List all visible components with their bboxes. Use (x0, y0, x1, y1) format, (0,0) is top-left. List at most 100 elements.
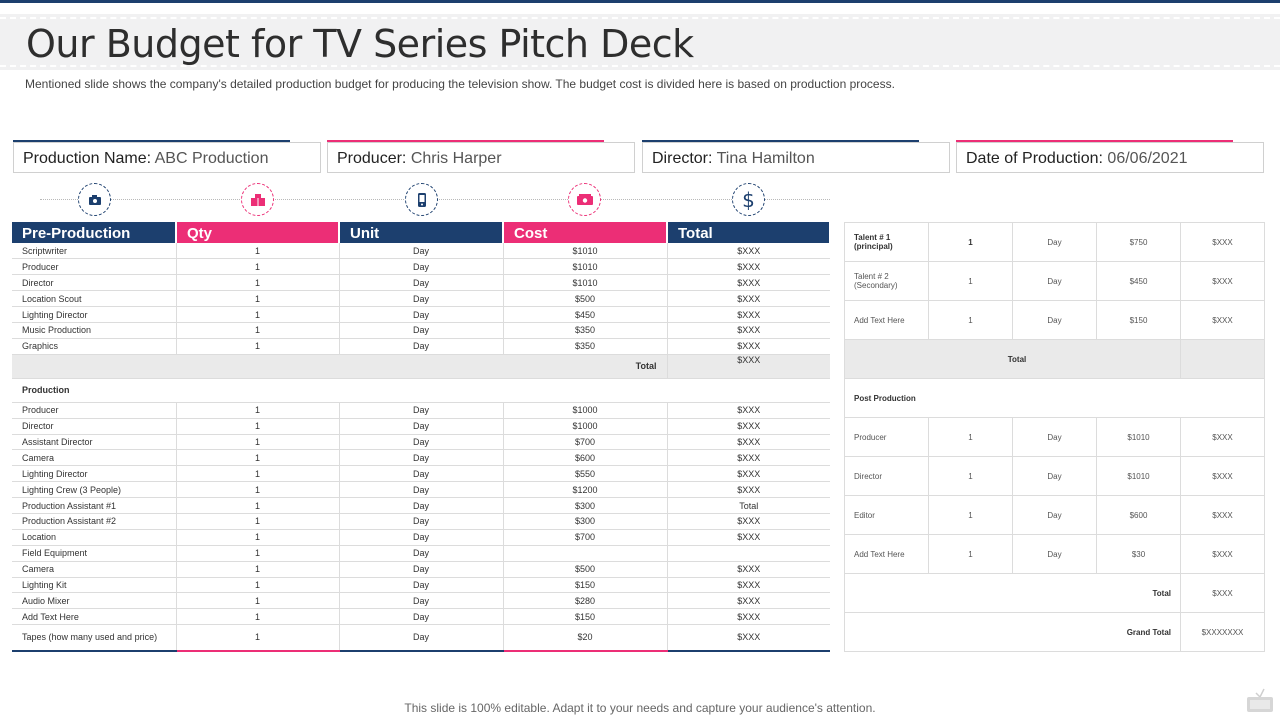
table-row: Talent # 1 (principal) 1 Day $750 $XXX (844, 222, 1265, 262)
unit-cell: Day (1012, 261, 1097, 301)
production-name-value: ABC Production (154, 150, 269, 167)
table-row: Production Assistant #2 1 Day $300 $XXX (12, 513, 830, 530)
total-value: $XXX (1180, 573, 1265, 613)
table-row: Editor 1 Day $600 $XXX (844, 495, 1265, 535)
cost-cell: $1010 (503, 243, 668, 260)
unit-cell: Day (339, 449, 504, 467)
item-cell: Add Text Here (12, 608, 177, 626)
total-cell: $XXX (667, 258, 830, 276)
total-cell: Total (667, 497, 830, 514)
total-label: Total (12, 354, 668, 379)
table-row: Graphics 1 Day $350 $XXX (12, 338, 830, 355)
qty-cell: 1 (176, 465, 340, 483)
total-cell: $XXX (667, 290, 830, 308)
qty-cell: 1 (176, 402, 340, 419)
item-cell: Lighting Crew (3 People) (12, 481, 177, 499)
table-row: Assistant Director 1 Day $700 $XXX (12, 434, 830, 451)
unit-cell: Day (339, 322, 504, 339)
qty-cell: 1 (176, 243, 340, 260)
qty-cell: 1 (928, 261, 1013, 301)
total-cell: $XXX (667, 481, 830, 499)
item-cell: Director (12, 274, 177, 292)
item-cell: Lighting Director (12, 306, 177, 323)
item-cell: Field Equipment (12, 545, 177, 562)
unit-cell: Day (339, 577, 504, 594)
cost-cell: $500 (503, 290, 668, 308)
total-cell: $XXX (667, 402, 830, 419)
unit-cell: Day (1012, 417, 1097, 457)
post-production-section-row: Post Production (844, 378, 1265, 418)
table-row: Lighting Director 1 Day $550 $XXX (12, 465, 830, 483)
film-reel-icon (241, 183, 274, 216)
info-accent-bar (327, 140, 604, 142)
director-label: Director: (652, 150, 713, 167)
total-cell: $XXX (667, 449, 830, 467)
cost-cell: $150 (1096, 300, 1181, 340)
qty-cell: 1 (176, 577, 340, 594)
item-cell: Camera (12, 561, 177, 578)
total-cell: $XXX (1180, 300, 1265, 340)
unit-cell: Day (1012, 300, 1097, 340)
unit-cell: Day (339, 465, 504, 483)
grand-total-row: Grand Total $XXXXXXX (844, 612, 1265, 652)
unit-cell: Day (339, 529, 504, 546)
qty-cell: 1 (928, 417, 1013, 457)
production-section-row: Production (12, 378, 830, 403)
total-cell: $XXX (667, 608, 830, 626)
cost-cell: $300 (503, 497, 668, 514)
cost-cell: $450 (1096, 261, 1181, 301)
item-cell: Talent # 2 (Secondary) (844, 261, 929, 301)
production-name-label: Production Name: (23, 150, 152, 167)
total-cell: $XXX (667, 243, 830, 260)
qty-cell: 1 (176, 513, 340, 530)
total-cell (667, 545, 830, 562)
total-label: Total (844, 339, 1181, 379)
qty-cell: 1 (928, 300, 1013, 340)
item-cell: Production Assistant #1 (12, 497, 177, 514)
unit-cell: Day (339, 418, 504, 435)
table-row: Producer 1 Day $1010 $XXX (844, 417, 1265, 457)
cost-cell: $350 (503, 322, 668, 339)
section-label: Production (12, 378, 830, 403)
total-cell: $XXX (667, 529, 830, 546)
cost-cell: $150 (503, 577, 668, 594)
qty-cell: 1 (176, 434, 340, 451)
total-cell: $XXX (667, 592, 830, 610)
table-row: Add Text Here 1 Day $150 $XXX (844, 300, 1265, 340)
table-row: Talent # 2 (Secondary) 1 Day $450 $XXX (844, 261, 1265, 301)
table-row: Music Production 1 Day $350 $XXX (12, 322, 830, 339)
item-cell: Add Text Here (844, 534, 929, 574)
producer-field: Producer: Chris Harper (327, 142, 635, 173)
qty-cell: 1 (928, 222, 1013, 262)
camera-icon (78, 183, 111, 216)
qty-cell: 1 (176, 529, 340, 546)
total-cell: $XXX (1180, 261, 1265, 301)
table-row: Camera 1 Day $600 $XXX (12, 449, 830, 467)
qty-cell: 1 (176, 545, 340, 562)
table-header-row: Pre-Production Qty Unit Cost Total (12, 222, 831, 243)
total-cell: $XXX (667, 577, 830, 594)
grand-total-label: Grand Total (844, 612, 1181, 652)
total-cell: $XXX (667, 306, 830, 323)
cost-cell: $30 (1096, 534, 1181, 574)
talent-total-row: Total (844, 339, 1265, 379)
item-cell: Producer (12, 258, 177, 276)
header-pre-production: Pre-Production (12, 222, 177, 243)
cost-cell: $750 (1096, 222, 1181, 262)
item-cell: Production Assistant #2 (12, 513, 177, 530)
item-cell: Location (12, 529, 177, 546)
item-cell: Lighting Director (12, 465, 177, 483)
unit-cell: Day (1012, 495, 1097, 535)
total-cell: $XXX (1180, 534, 1265, 574)
cost-cell: $700 (503, 434, 668, 451)
unit-cell: Day (339, 402, 504, 419)
section-label: Post Production (844, 378, 1265, 418)
pre-production-budget-table: Pre-Production Qty Unit Cost Total Scrip… (12, 222, 831, 652)
cost-cell: $1010 (503, 258, 668, 276)
qty-cell: 1 (176, 449, 340, 467)
qty-cell: 1 (928, 534, 1013, 574)
unit-cell: Day (339, 290, 504, 308)
unit-cell: Day (339, 545, 504, 562)
table-row: Location Scout 1 Day $500 $XXX (12, 290, 830, 308)
unit-cell: Day (1012, 456, 1097, 496)
